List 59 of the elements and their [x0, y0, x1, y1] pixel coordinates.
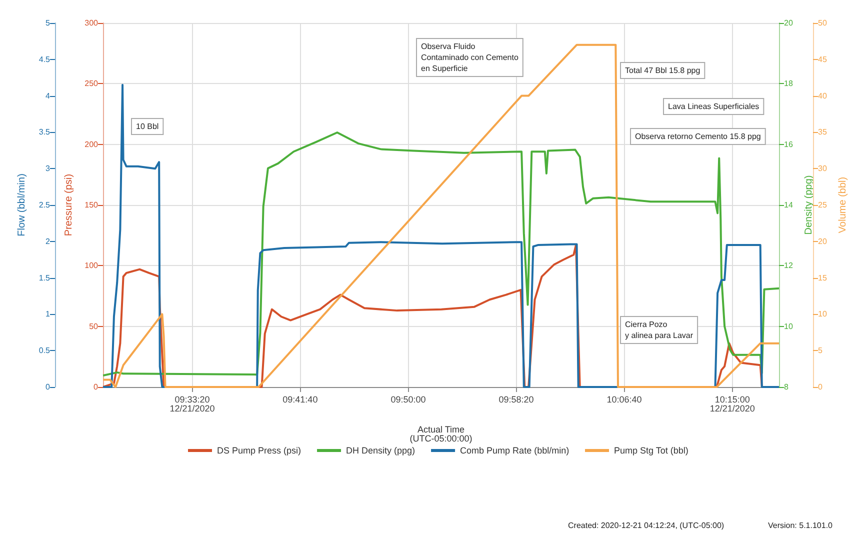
x-tick-label: 10:15:00 12/21/2020	[710, 394, 755, 414]
y-tick-label: 30	[818, 164, 828, 174]
y-axis-title: Pressure (psi)	[63, 174, 74, 236]
y-tick-label: 0	[94, 382, 99, 392]
legend-label: DS Pump Press (psi)	[217, 446, 302, 456]
x-tick-label: 09:50:00	[390, 394, 426, 404]
x-tick-label: 09:33:20 12/21/2020	[170, 394, 215, 414]
annotation: Observa retorno Cemento 15.8 ppg	[635, 132, 761, 141]
legend-label: DH Density (ppg)	[346, 446, 416, 456]
y-tick-label: 5	[818, 346, 823, 356]
x-tick-label: 09:41:40	[282, 394, 318, 404]
y-tick-label: 200	[84, 140, 99, 149]
annotation: Cierra Pozo y alinea para Lavar	[625, 320, 694, 340]
y2-tick-label: 4	[46, 91, 51, 100]
y-tick-label: 20	[818, 236, 828, 246]
y3-tick-label: 18	[784, 79, 794, 88]
y2-tick-label: 3	[46, 164, 51, 174]
y-axis-title: Volume (bbl)	[837, 176, 848, 234]
y3-tick-label: 10	[784, 322, 794, 331]
y2-axis-title: Flow (bbl/min)	[16, 174, 28, 236]
text: Version: 5.1.101.0	[768, 521, 834, 530]
y-tick-label: 50	[818, 18, 828, 28]
x-tick-label: 09:58:20	[498, 394, 534, 404]
y-tick-label: 150	[84, 200, 99, 210]
y-tick-label: 45	[818, 54, 828, 64]
y3-tick-label: 16	[784, 140, 794, 149]
y-tick-label: 35	[818, 128, 828, 137]
line-series	[102, 132, 780, 376]
y-tick-label: 50	[89, 322, 99, 331]
legend-label: Pump Stg Tot (bbl)	[614, 446, 688, 456]
y3-tick-label: 8	[784, 382, 789, 392]
y2-tick-label: 4.5	[38, 54, 51, 64]
annotation: Total 47 Bbl 15.8 ppg	[625, 66, 700, 75]
y2-tick-label: 3.5	[38, 128, 51, 137]
y2-tick-label: 1	[46, 310, 51, 319]
y-tick-label: 300	[84, 18, 99, 28]
y2-tick-label: 2.5	[38, 200, 51, 210]
annotation: Observa Fluido Contaminado con Cemento en Superficie	[421, 42, 519, 73]
y2-tick-label: 0	[46, 382, 51, 392]
y3-tick-label: 12	[784, 261, 794, 270]
annotation: 10 Bbl	[136, 122, 159, 131]
x-tick-label: 10:06:40	[606, 394, 642, 404]
y-tick-label: 15	[818, 273, 828, 282]
legend-label: Comb Pump Rate (bbl/min)	[460, 446, 570, 456]
y2-tick-label: 5	[46, 18, 51, 28]
y2-tick-label: 2	[46, 236, 51, 246]
x-axis-title: Actual Time (UTC-05:00:00)	[410, 424, 472, 444]
y2-tick-label: 1.5	[38, 273, 51, 282]
y-tick-label: 25	[818, 200, 828, 210]
y3-tick-label: 14	[784, 200, 794, 210]
y-tick-label: 250	[84, 79, 99, 88]
annotation: Lava Lineas Superficiales	[668, 102, 760, 111]
y-tick-label: 40	[818, 91, 828, 100]
text: Created: 2020-12-21 04:12:24, (UTC-05:00)	[568, 521, 724, 530]
y3-tick-label: 20	[784, 18, 794, 28]
y-tick-label: 0	[818, 382, 823, 392]
y2-tick-label: 0.5	[38, 346, 51, 356]
y-tick-label: 10	[818, 310, 828, 319]
y-tick-label: 100	[84, 261, 99, 270]
